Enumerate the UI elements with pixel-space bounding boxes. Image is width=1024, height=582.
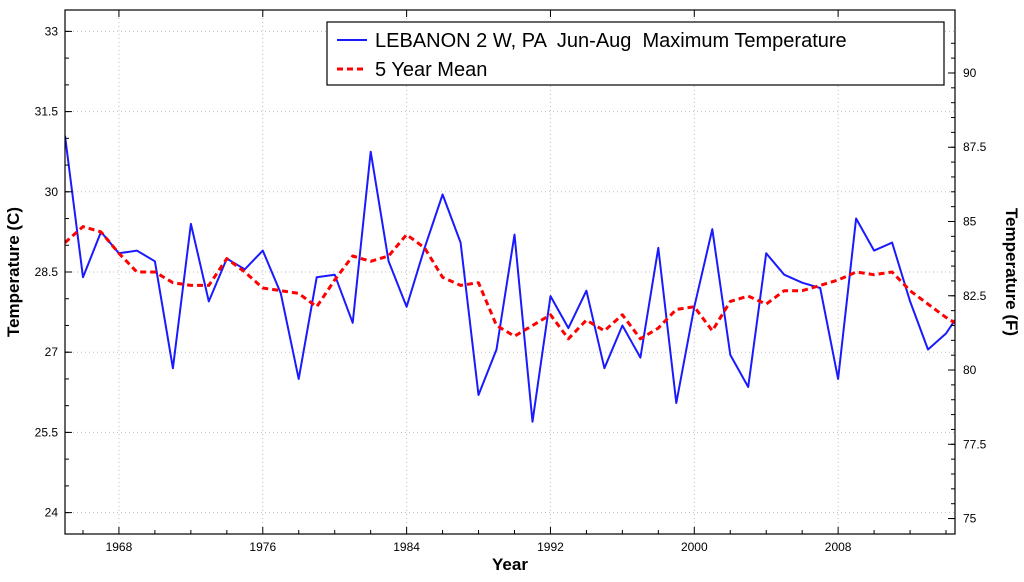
y-tick-label-right: 75 — [963, 512, 977, 526]
y-tick-label-right: 80 — [963, 363, 977, 377]
y-tick-label-left: 30 — [45, 185, 59, 199]
y-tick-label-left: 27 — [45, 345, 59, 359]
legend-label-observed: LEBANON 2 W, PA Jun-Aug Maximum Temperat… — [375, 30, 847, 52]
y-tick-label-left: 28.5 — [35, 265, 59, 279]
y-tick-label-left: 24 — [45, 506, 59, 520]
y-tick-label-right: 87.5 — [963, 140, 987, 154]
y-tick-label-right: 77.5 — [963, 437, 987, 451]
x-tick-label: 1968 — [106, 540, 133, 554]
x-tick-label: 2000 — [681, 540, 708, 554]
y-tick-label-right: 82.5 — [963, 289, 987, 303]
legend: LEBANON 2 W, PA Jun-Aug Maximum Temperat… — [326, 21, 945, 86]
y-axis-title-right: Temperature (F) — [1002, 208, 1021, 336]
x-tick-label: 2008 — [825, 540, 852, 554]
y-tick-label-left: 25.5 — [35, 425, 59, 439]
axis-ticks: 1968 1976 1984 1992 2000 2008 24 25.5 27 28.5 30 31… — [35, 10, 987, 554]
y-tick-label-left: 33 — [45, 24, 59, 38]
legend-box — [326, 21, 945, 86]
x-tick-label: 1992 — [537, 540, 564, 554]
y-axis-title-left: Temperature (C) — [4, 207, 23, 337]
legend-label-mean: 5 Year Mean — [375, 59, 487, 81]
grid-lines — [65, 10, 955, 534]
x-tick-label: 1984 — [393, 540, 420, 554]
y-tick-label-right: 90 — [963, 66, 977, 80]
y-tick-label-left: 31.5 — [35, 105, 59, 119]
x-axis-title: Year — [492, 555, 528, 574]
y-tick-label-right: 85 — [963, 215, 977, 229]
five-year-mean-line — [65, 225, 955, 341]
series-lines — [65, 135, 955, 423]
x-tick-label: 1976 — [249, 540, 276, 554]
